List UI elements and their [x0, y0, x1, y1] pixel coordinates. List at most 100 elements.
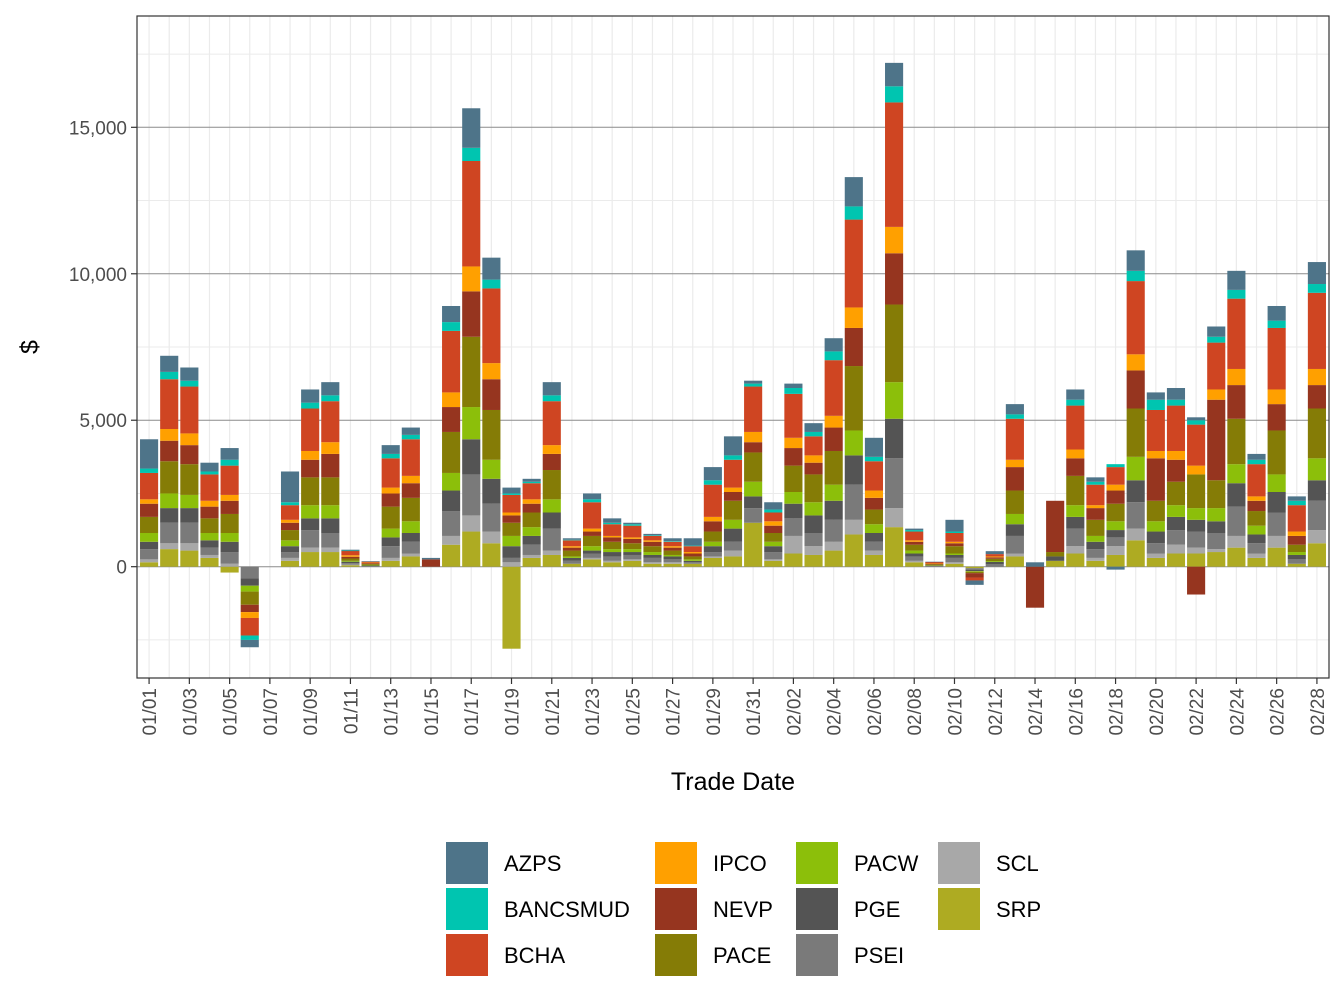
legend-key-bcha [446, 934, 488, 976]
bar-bancsmud-02-10 [945, 531, 964, 534]
bar-bancsmud-02-27 [1287, 500, 1306, 506]
bar-bancsmud-01-30 [723, 455, 743, 460]
bar-ipco-02-24 [1227, 368, 1246, 386]
legend-label-bancsmud: BANCSMUD [504, 897, 630, 922]
bar-psei-01-14 [401, 541, 420, 554]
bar-bancsmud-02-17 [1086, 481, 1105, 485]
bar-pge-02-25 [1247, 534, 1266, 544]
bar-azps-02-08 [905, 528, 924, 531]
bar-srp-01-19 [502, 566, 521, 649]
bar-azps-02-04 [824, 338, 843, 352]
bar-psei-02-26 [1267, 512, 1286, 536]
bar-nevp-02-22 [1187, 566, 1206, 595]
bar-azps-02-28 [1307, 262, 1326, 285]
bar-azps-02-19 [1126, 250, 1145, 271]
bar-pge-02-03 [804, 515, 823, 534]
x-tick-label: 01/03 [180, 688, 201, 736]
bar-scl-02-04 [824, 541, 843, 551]
bar-bcha-01-31 [744, 386, 763, 432]
x-tick-label: 01/31 [744, 688, 765, 736]
bar-bancsmud-02-20 [1146, 399, 1165, 410]
bar-pacw-02-11 [965, 571, 984, 572]
bar-srp-02-04 [824, 550, 843, 567]
bar-srp-01-27 [663, 563, 682, 567]
bar-srp-01-22 [562, 563, 581, 567]
bar-psei-02-03 [804, 533, 823, 547]
bar-ipco-01-05 [220, 494, 239, 501]
bar-pace-01-17 [462, 336, 481, 408]
bar-scl-01-04 [200, 554, 219, 558]
bar-azps-01-01 [140, 439, 159, 469]
bar-pacw-01-20 [522, 527, 541, 536]
bar-scl-02-06 [864, 550, 884, 555]
bar-srp-02-11 [965, 566, 984, 569]
bar-ipco-02-07 [885, 226, 904, 254]
bar-scl-02-26 [1267, 535, 1286, 548]
legend-key-pace [655, 934, 697, 976]
bar-srp-02-20 [1146, 557, 1165, 567]
bar-bcha-01-29 [703, 484, 722, 517]
bar-azps-01-17 [462, 108, 481, 148]
bar-ipco-02-03 [804, 455, 823, 463]
bar-srp-02-27 [1287, 563, 1306, 567]
bar-pge-01-29 [703, 546, 722, 553]
bar-pace-01-24 [603, 541, 622, 550]
bar-nevp-01-17 [462, 291, 481, 337]
bar-scl-02-22 [1187, 547, 1206, 554]
bar-azps-02-13 [1005, 404, 1024, 415]
bar-bcha-02-22 [1187, 424, 1206, 466]
bar-psei-01-13 [381, 546, 400, 558]
bar-nevp-01-06 [240, 604, 259, 613]
legend-key-scl [938, 842, 980, 884]
bar-pge-01-10 [321, 518, 340, 534]
bar-bcha-02-06 [864, 461, 884, 491]
bar-psei-01-25 [623, 554, 642, 560]
bar-psei-02-10 [945, 557, 964, 563]
bar-scl-01-13 [381, 557, 400, 561]
legend-key-bancsmud [446, 888, 488, 930]
bar-pace-02-02 [784, 465, 803, 492]
bar-pacw-01-26 [643, 552, 662, 555]
bar-bcha-01-13 [381, 458, 400, 488]
bar-psei-02-05 [844, 484, 863, 520]
bar-nevp-02-27 [1287, 535, 1306, 545]
bar-pacw-01-24 [603, 549, 622, 553]
legend-key-pacw [796, 842, 838, 884]
bar-ipco-02-20 [1146, 450, 1165, 459]
bar-nevp-02-17 [1086, 508, 1105, 520]
bar-srp-01-14 [401, 556, 420, 567]
bar-ipco-02-22 [1187, 465, 1206, 475]
bar-pace-02-20 [1146, 500, 1165, 522]
y-tick-label: 5,000 [79, 411, 127, 432]
bar-psei-02-22 [1187, 531, 1206, 548]
bar-scl-02-03 [804, 546, 823, 555]
bar-pacw-01-06 [240, 585, 259, 592]
bar-nevp-02-11 [965, 573, 984, 578]
bar-pge-02-09 [925, 565, 944, 567]
bar-pace-01-23 [582, 535, 602, 547]
bar-srp-01-30 [723, 556, 743, 567]
bar-psei-01-30 [723, 541, 743, 551]
bar-scl-02-13 [1005, 553, 1024, 557]
bar-pge-01-09 [301, 518, 320, 531]
bar-scl-02-25 [1247, 553, 1266, 558]
bar-nevp-01-23 [582, 531, 602, 536]
bar-bancsmud-02-21 [1166, 399, 1186, 406]
bar-bcha-01-14 [401, 439, 420, 476]
bar-bcha-02-20 [1146, 409, 1165, 451]
bar-ipco-02-19 [1126, 354, 1145, 371]
bar-psei-02-17 [1086, 549, 1105, 558]
bar-ipco-02-08 [905, 540, 924, 542]
bar-srp-02-18 [1106, 554, 1125, 567]
bar-azps-02-26 [1267, 305, 1286, 321]
bar-azps-01-02 [160, 355, 179, 372]
bar-pace-02-25 [1247, 511, 1266, 526]
bar-ipco-01-08 [280, 519, 300, 523]
bar-azps-01-28 [683, 538, 702, 546]
bar-pace-01-19 [502, 522, 521, 536]
bar-azps-02-17 [1086, 477, 1105, 482]
panel-border [136, 15, 1330, 679]
bar-nevp-01-04 [200, 506, 219, 519]
bar-bancsmud-01-06 [240, 635, 259, 640]
bar-nevp-01-18 [482, 379, 501, 410]
